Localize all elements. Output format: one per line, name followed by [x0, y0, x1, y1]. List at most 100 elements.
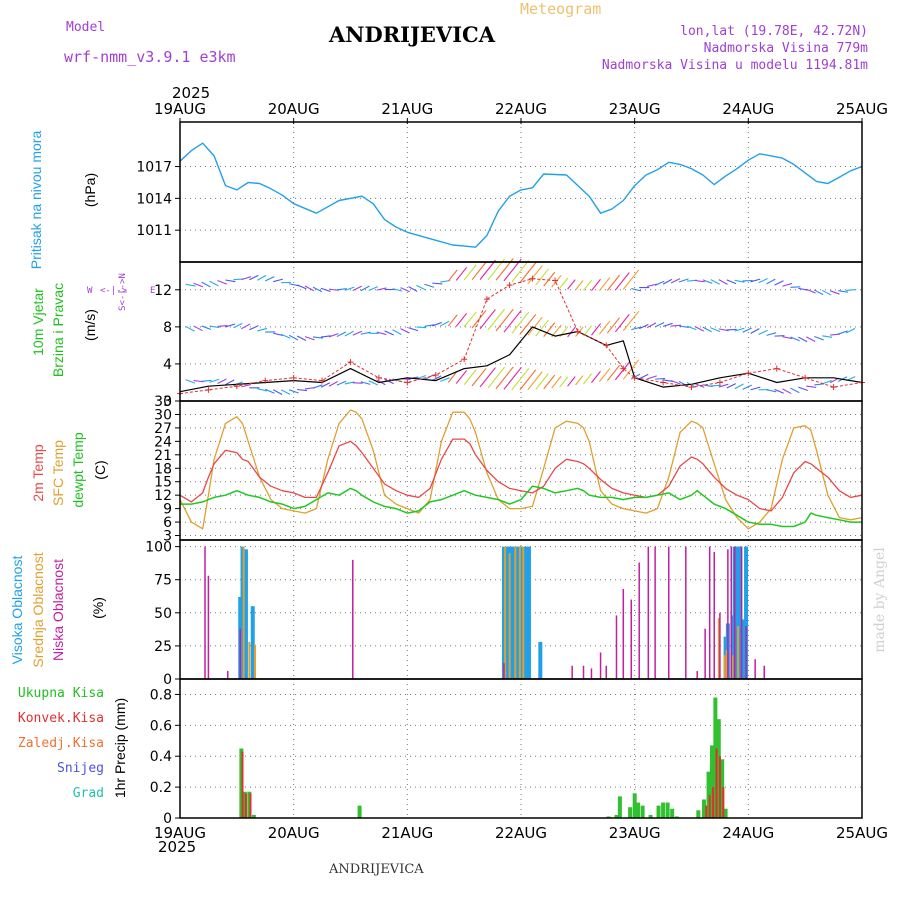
cloud-bar-mid: [242, 546, 245, 679]
cloud-bar-mid: [248, 641, 251, 679]
dewpt-ylabel: dewpt Temp: [70, 432, 86, 508]
wind-arrow: [432, 321, 442, 327]
wind-arrow: [336, 331, 347, 338]
wind-arrow: [304, 336, 315, 341]
time-label-top: 19AUG: [154, 100, 206, 118]
wind-arrow: [622, 310, 640, 332]
wind-arrow: [821, 289, 832, 296]
wind-arrow: [614, 362, 630, 381]
precip-bar-convective: [249, 793, 252, 818]
wind-arrow: [559, 277, 569, 289]
y-tick-label: 21: [154, 448, 172, 464]
wind-arrow: [273, 332, 284, 336]
cloud-bar-low: [207, 575, 210, 679]
wind-arrow: [734, 327, 745, 332]
wind-arrow: [559, 376, 569, 388]
time-label-bottom: 23AUG: [609, 824, 661, 842]
cloud-bar-high: [730, 615, 735, 679]
wind-arrow: [352, 285, 362, 292]
precip-bar-total: [614, 814, 619, 818]
wind-arrow: [463, 369, 477, 386]
wind-arrow: [845, 328, 856, 334]
wind-arrow: [646, 322, 657, 329]
wind-arrow: [296, 284, 307, 290]
wind-arrow: [471, 261, 487, 281]
wind-arrow: [583, 279, 592, 291]
wind-arrow: [543, 374, 556, 390]
wind-arrow: [606, 274, 621, 291]
wind-arrow: [798, 336, 808, 343]
cloud-bar-mid: [514, 546, 517, 679]
wind-arrow: [328, 333, 339, 338]
cloud-bar-high: [515, 546, 520, 679]
cloud-bar-high: [250, 606, 255, 679]
wind-arrow: [829, 290, 840, 295]
wind-arrow: [710, 384, 721, 387]
wind-arrow: [193, 282, 204, 288]
wind-arrow: [193, 325, 203, 332]
temp-unit: (C): [92, 460, 108, 480]
y-tick-label: 27: [154, 421, 172, 437]
cloud-bar-mid: [725, 649, 728, 679]
cloud-unit: (%): [90, 597, 106, 619]
y-tick-label: 0: [163, 811, 172, 827]
wind-gust-marker: [262, 377, 269, 384]
wind-arrow: [742, 327, 752, 333]
wind-arrow: [312, 384, 323, 389]
meteogram-label: Meteogram: [520, 0, 602, 18]
cloud-bar-low: [704, 628, 706, 679]
precip-bar-convective: [708, 794, 711, 818]
wind-arrow: [376, 287, 387, 291]
precip-bar-total: [720, 759, 725, 818]
wind-arrow: [257, 274, 267, 281]
wind-arrow: [670, 278, 681, 284]
model-label: Model: [66, 20, 106, 35]
wind-arrow: [702, 326, 712, 333]
wind-gust-marker: [205, 386, 212, 393]
precip-bar-total: [636, 802, 641, 818]
wind-arrow: [598, 277, 611, 292]
wind-arrow: [471, 368, 487, 387]
wind-arrow: [591, 278, 601, 292]
cloud-bar-high: [734, 546, 739, 679]
wind-arrow: [233, 322, 243, 329]
precip-bar-total: [706, 771, 711, 818]
panel-frame: [179, 678, 863, 819]
wind-arrow: [567, 327, 576, 338]
wind-arrow: [273, 278, 284, 283]
wind-arrow: [280, 389, 291, 395]
wind-ylabel-sub: Brzina i Pravac: [50, 282, 66, 378]
precip-bar-total: [357, 805, 362, 818]
cloud-bar-low: [590, 668, 593, 679]
cloud-bar-mid: [717, 618, 720, 679]
cloud-bar-low: [226, 671, 229, 679]
wind-gust-marker: [506, 282, 513, 289]
cloud-bar-low: [730, 546, 733, 679]
wind-arrow: [519, 369, 537, 391]
wind-arrow: [241, 276, 252, 281]
wind-arrow: [838, 290, 849, 293]
wind-arrow: [806, 288, 816, 294]
wind-arrow: [225, 323, 236, 328]
cloud-bar-low: [239, 628, 241, 679]
y-tick-label: 6: [163, 515, 172, 531]
wind-arrow: [567, 376, 576, 387]
wind-arrow: [440, 377, 450, 382]
y-tick-label: 25: [154, 639, 172, 655]
wind-arrow: [344, 286, 355, 291]
legend-freeze: Zaledj.Kisa: [17, 736, 104, 751]
wind-arrow: [288, 334, 299, 341]
cloud-bar-mid: [723, 655, 726, 679]
cloud-bar-high: [508, 546, 513, 679]
time-label-top: 22AUG: [495, 100, 547, 118]
wind-arrow: [734, 383, 744, 390]
cloud-bar-high: [738, 546, 743, 679]
wind-arrow: [790, 336, 800, 342]
wind-arrow: [774, 280, 784, 286]
wind-arrow: [527, 371, 543, 391]
wind-arrow: [846, 289, 857, 292]
wind-arrow: [527, 316, 543, 336]
wind-gust-marker: [552, 277, 559, 284]
cloud-bar-low: [745, 626, 747, 679]
wind-arrow: [185, 379, 196, 384]
